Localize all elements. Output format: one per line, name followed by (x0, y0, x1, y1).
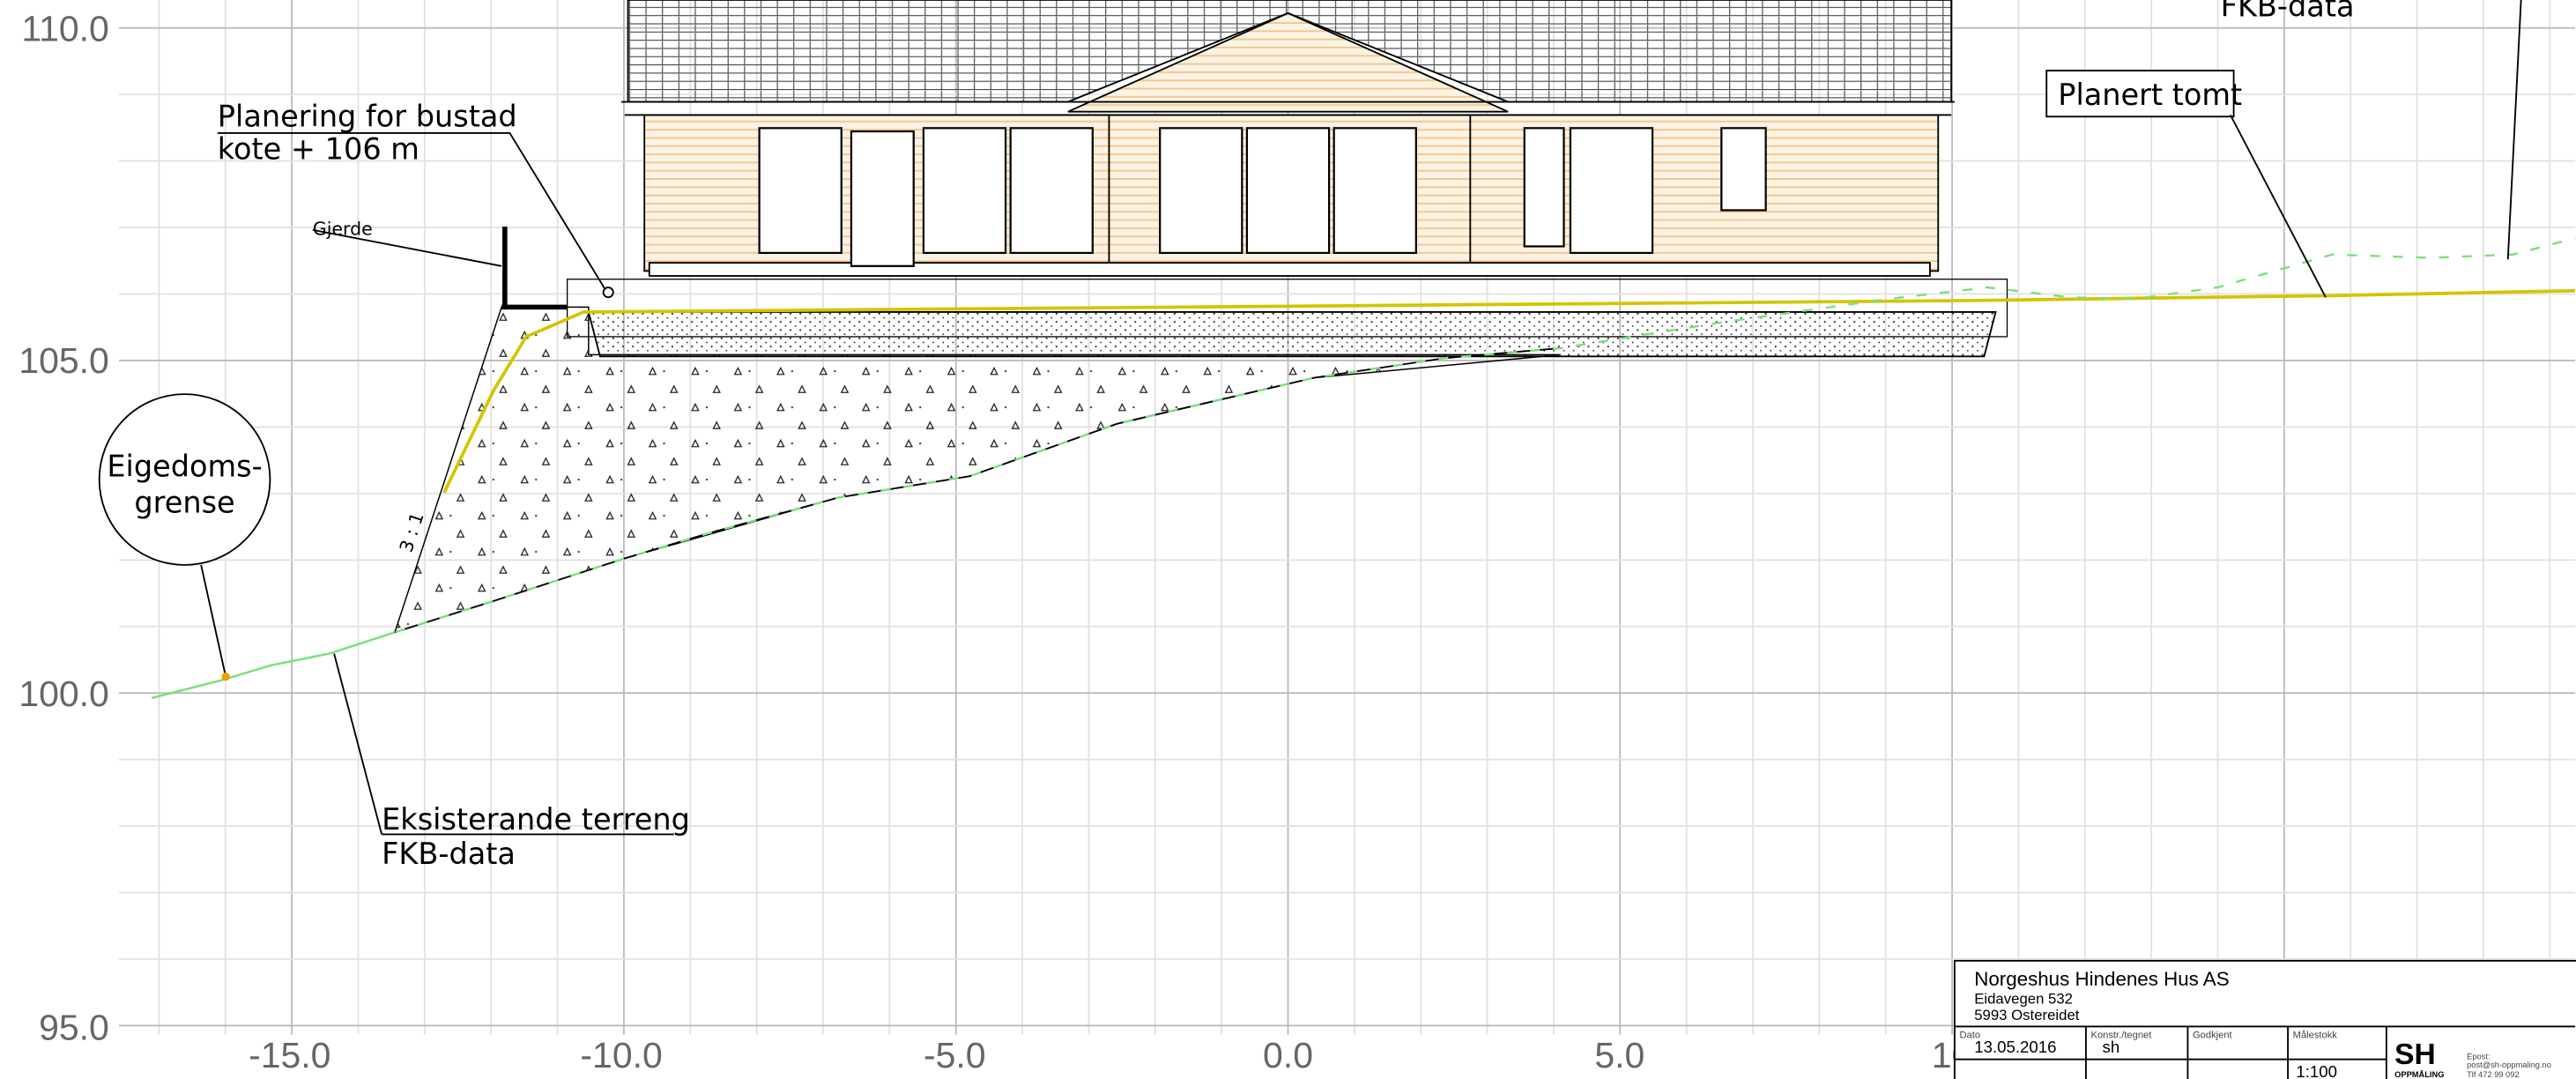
planned-terrain (442, 288, 2576, 494)
leader (312, 228, 502, 267)
phone: Tlf 472 99 092 (2467, 1070, 2519, 1079)
annotation: FKB-data (2221, 0, 2355, 24)
field: 13.05.2016 (1974, 1038, 2056, 1056)
marker (602, 286, 614, 299)
house (621, 0, 1955, 277)
company: Norgeshus Hindenes Hus AS (1974, 968, 2229, 990)
field: 1:100 (2296, 1062, 2337, 1079)
leader (2230, 114, 2327, 298)
logo: SH (2394, 1038, 2436, 1071)
x-label: -5.0 (924, 1035, 986, 1075)
annotation: grense (134, 485, 234, 519)
annotation: Eigedoms- (107, 449, 262, 483)
email-label: Epost: (2467, 1053, 2490, 1061)
title-block: Norgeshus Hindenes Hus AS Eidavegen 532 … (1953, 959, 2576, 1079)
annotation: kote + 106 m (218, 132, 419, 167)
leader (333, 653, 674, 836)
wall-edge (1108, 115, 1472, 264)
y-label: 100.0 (19, 673, 109, 714)
windows (758, 127, 1767, 267)
label-box (2045, 70, 2235, 118)
annotation: Planert tomt (2058, 78, 2242, 112)
y-label: 105.0 (19, 340, 109, 381)
email: post@sh-oppmaling.no (2467, 1060, 2551, 1069)
eave (621, 100, 1955, 116)
field-label: Godkjent (2193, 1030, 2233, 1040)
field-label: Dato (1959, 1030, 1980, 1040)
existing-terrain (151, 631, 396, 699)
fence (501, 227, 568, 310)
gable (1067, 11, 1509, 113)
address: Eidavegen 532 (1974, 990, 2073, 1007)
field-label: Konstr./tegnet (2091, 1030, 2153, 1040)
label-circle (98, 393, 271, 566)
existing-terrain (151, 236, 2576, 699)
marker (221, 672, 230, 681)
postal: 5993 Ostereidet (1974, 1007, 2080, 1023)
x-label: 5.0 (1594, 1035, 1644, 1075)
annotations: FKB-data Planert tomt Planering for bust… (98, 0, 2522, 871)
leader (200, 564, 227, 677)
leader (2506, 0, 2522, 260)
field: sh (2103, 1038, 2120, 1056)
x-label: -10.0 (580, 1035, 662, 1075)
plinth (648, 262, 1931, 277)
x-label: 0.0 (1263, 1035, 1313, 1075)
title-lines (1954, 1025, 2576, 1079)
foundation (587, 311, 1997, 358)
y-label: 110.0 (21, 9, 108, 49)
field-label: Målestokk (2293, 1030, 2338, 1040)
annotation: Planering for bustad (218, 99, 517, 133)
logo-sub: OPPMÅLING (2394, 1070, 2444, 1079)
x-label: -15.0 (249, 1035, 330, 1075)
y-label: 95.0 (39, 1007, 109, 1047)
leader (217, 131, 606, 290)
annotation: Eksisterande terreng (382, 802, 690, 837)
annotation: FKB-data (382, 837, 516, 871)
